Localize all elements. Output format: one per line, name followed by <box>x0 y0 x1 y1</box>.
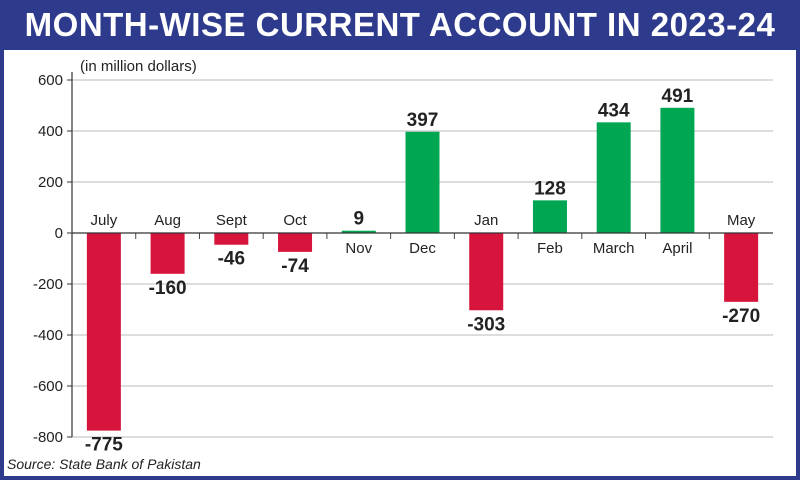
bar <box>278 233 313 252</box>
category-label: May <box>727 212 756 229</box>
y-tick-label: 200 <box>38 174 63 191</box>
data-label: 434 <box>598 100 630 121</box>
category-label: Dec <box>409 240 436 257</box>
bar <box>596 122 631 233</box>
data-label: 397 <box>407 110 439 131</box>
category-label: Feb <box>537 240 563 257</box>
data-label: -160 <box>149 278 187 299</box>
bar <box>150 233 185 274</box>
y-tick-label: 0 <box>55 225 63 242</box>
category-label: Aug <box>154 212 181 229</box>
data-label: -270 <box>722 306 760 327</box>
bar <box>469 233 504 311</box>
unit-label: (in million dollars) <box>80 58 197 75</box>
data-label: 491 <box>662 86 694 107</box>
category-label: July <box>91 212 118 229</box>
bar <box>660 107 695 233</box>
category-label: Oct <box>283 212 307 229</box>
y-tick-label: -400 <box>33 327 63 344</box>
bar <box>86 233 121 431</box>
bar <box>405 131 440 233</box>
y-tick-label: -800 <box>33 429 63 446</box>
data-label: 128 <box>534 178 566 199</box>
source-note: Source: State Bank of Pakistan <box>7 456 201 472</box>
bar <box>341 230 376 233</box>
y-tick-label: -600 <box>33 378 63 395</box>
category-label: April <box>662 240 692 257</box>
chart-title: MONTH-WISE CURRENT ACCOUNT IN 2023-24 <box>24 6 776 43</box>
y-tick-label: 400 <box>38 123 63 140</box>
y-tick-label: -200 <box>33 276 63 293</box>
bar <box>724 233 759 302</box>
category-label: Jan <box>474 212 498 229</box>
data-label: -303 <box>467 314 505 335</box>
category-label: Sept <box>216 212 248 229</box>
bar <box>214 233 249 245</box>
data-label: -46 <box>218 249 245 270</box>
data-label: -775 <box>85 435 123 456</box>
bar <box>532 200 567 233</box>
category-label: March <box>593 240 635 257</box>
data-label: -74 <box>281 256 309 277</box>
y-tick-label: 600 <box>38 72 63 89</box>
category-label: Nov <box>345 240 372 257</box>
data-label: 9 <box>353 209 364 230</box>
